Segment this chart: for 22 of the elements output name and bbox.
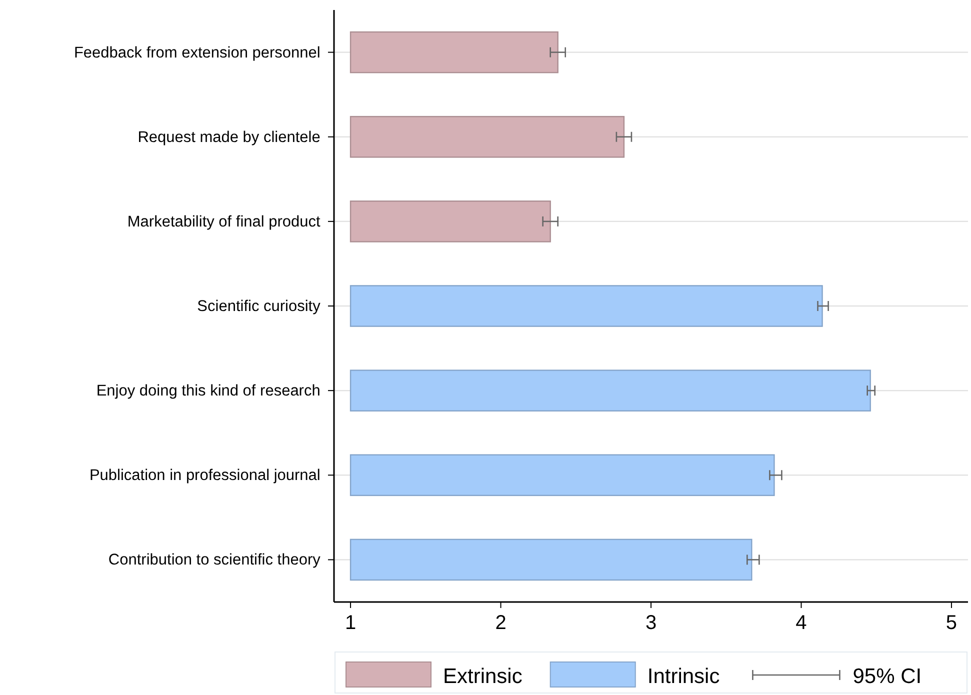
- bar: [350, 200, 551, 242]
- legend-label: Extrinsic: [443, 665, 522, 688]
- y-tick-label: Contribution to scientific theory: [108, 552, 321, 569]
- text: 95% CI: [852, 665, 922, 688]
- x-tick-label: 4: [796, 612, 807, 634]
- x-tick-label: 5: [946, 612, 958, 634]
- y-tick-label: Enjoy doing this kind of research: [96, 382, 320, 400]
- bar: [350, 116, 625, 158]
- x-tick-label: 1: [344, 612, 356, 634]
- legend-label: Intrinsic: [647, 665, 720, 688]
- bar: [350, 285, 823, 327]
- x-tick-label: 2: [495, 612, 506, 634]
- y-tick-label: Feedback from extension personnel: [74, 44, 320, 62]
- bar: [350, 370, 871, 412]
- y-tick-label: Publication in professional journal: [89, 467, 320, 484]
- bar: [350, 31, 558, 74]
- y-tick-label: Marketability of final product: [127, 213, 322, 230]
- bar: [350, 454, 775, 496]
- y-tick-label: Request made by clientele: [138, 128, 320, 146]
- bar: [350, 538, 752, 581]
- y-tick-label: Scientific curiosity: [197, 298, 321, 315]
- x-tick-label: 3: [645, 612, 657, 634]
